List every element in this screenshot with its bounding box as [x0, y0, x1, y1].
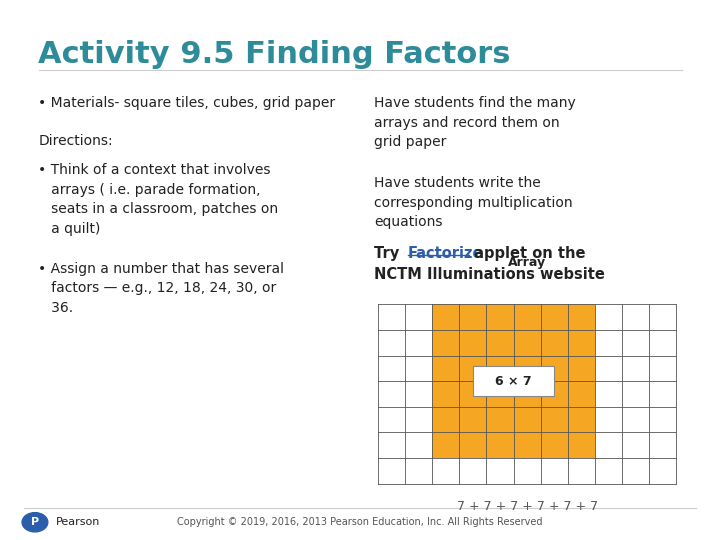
FancyBboxPatch shape — [487, 355, 513, 381]
FancyBboxPatch shape — [432, 407, 459, 433]
FancyBboxPatch shape — [513, 304, 541, 330]
FancyBboxPatch shape — [487, 407, 513, 433]
FancyBboxPatch shape — [432, 330, 459, 355]
FancyBboxPatch shape — [432, 304, 459, 330]
Text: 7 + 7 + 7 + 7 + 7 + 7: 7 + 7 + 7 + 7 + 7 + 7 — [456, 500, 598, 513]
FancyBboxPatch shape — [459, 433, 487, 458]
FancyBboxPatch shape — [568, 304, 595, 330]
FancyBboxPatch shape — [487, 381, 513, 407]
FancyBboxPatch shape — [459, 304, 487, 330]
Text: Directions:: Directions: — [38, 134, 113, 148]
FancyBboxPatch shape — [541, 355, 568, 381]
Text: Have students write the
corresponding multiplication
equations: Have students write the corresponding mu… — [374, 177, 573, 230]
Text: Pearson: Pearson — [56, 517, 101, 527]
FancyBboxPatch shape — [487, 304, 513, 330]
FancyBboxPatch shape — [541, 381, 568, 407]
FancyBboxPatch shape — [541, 407, 568, 433]
FancyBboxPatch shape — [459, 330, 487, 355]
Text: Activity 9.5 Finding Factors: Activity 9.5 Finding Factors — [38, 40, 511, 69]
FancyBboxPatch shape — [473, 366, 554, 396]
FancyBboxPatch shape — [513, 330, 541, 355]
Circle shape — [22, 512, 48, 532]
Text: Copyright © 2019, 2016, 2013 Pearson Education, Inc. All Rights Reserved: Copyright © 2019, 2016, 2013 Pearson Edu… — [177, 517, 543, 527]
Text: Factorize: Factorize — [408, 246, 483, 261]
FancyBboxPatch shape — [568, 433, 595, 458]
Text: • Assign a number that has several
   factors — e.g., 12, 18, 24, 30, or
   36.: • Assign a number that has several facto… — [38, 262, 284, 315]
FancyBboxPatch shape — [487, 433, 513, 458]
FancyBboxPatch shape — [459, 407, 487, 433]
FancyBboxPatch shape — [432, 355, 459, 381]
FancyBboxPatch shape — [568, 355, 595, 381]
Text: NCTM Illuminations website: NCTM Illuminations website — [374, 267, 606, 282]
Text: Have students find the many
arrays and record them on
grid paper: Have students find the many arrays and r… — [374, 96, 576, 149]
Text: applet on the: applet on the — [469, 246, 586, 261]
Text: • Materials- square tiles, cubes, grid paper: • Materials- square tiles, cubes, grid p… — [38, 96, 336, 110]
FancyBboxPatch shape — [487, 330, 513, 355]
FancyBboxPatch shape — [541, 304, 568, 330]
FancyBboxPatch shape — [541, 330, 568, 355]
FancyBboxPatch shape — [513, 381, 541, 407]
FancyBboxPatch shape — [513, 433, 541, 458]
FancyBboxPatch shape — [541, 433, 568, 458]
FancyBboxPatch shape — [513, 407, 541, 433]
Text: • Think of a context that involves
   arrays ( i.e. parade formation,
   seats i: • Think of a context that involves array… — [38, 163, 279, 235]
FancyBboxPatch shape — [459, 355, 487, 381]
Text: 6 × 7: 6 × 7 — [495, 375, 532, 388]
FancyBboxPatch shape — [568, 381, 595, 407]
FancyBboxPatch shape — [432, 433, 459, 458]
FancyBboxPatch shape — [568, 330, 595, 355]
Text: Array: Array — [508, 256, 546, 269]
Text: Try: Try — [374, 246, 405, 261]
FancyBboxPatch shape — [432, 381, 459, 407]
FancyBboxPatch shape — [513, 355, 541, 381]
FancyBboxPatch shape — [459, 381, 487, 407]
Text: P: P — [31, 517, 39, 527]
FancyBboxPatch shape — [568, 407, 595, 433]
